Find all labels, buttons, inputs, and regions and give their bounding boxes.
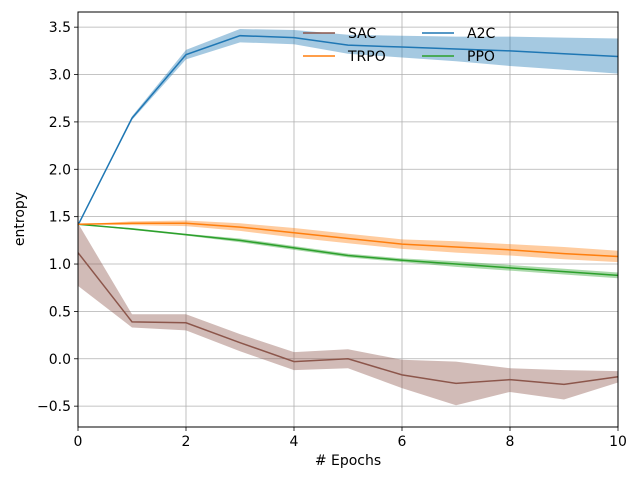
x-tick-label: 10: [609, 434, 627, 450]
trpo-series-line: [77, 222, 619, 258]
ppo-series-line: [77, 223, 619, 277]
ppo-legend-label: PPO: [467, 49, 495, 65]
y-tick-label: 3.5: [49, 20, 71, 36]
x-tick-label: 6: [398, 434, 407, 450]
y-tick-label: 0.5: [49, 304, 71, 320]
sac-legend-label: SAC: [348, 26, 376, 42]
x-axis-label: # Epochs: [315, 453, 381, 469]
sac-series-line: [77, 252, 619, 386]
x-tick-label: 2: [182, 434, 191, 450]
legend-item-ppo: PPO: [422, 49, 495, 65]
trpo-confidence-band: [78, 220, 618, 263]
y-tick-label: 0.0: [49, 352, 71, 368]
y-axis-label: entropy: [12, 192, 28, 246]
legend-item-trpo: TRPO: [303, 49, 386, 65]
y-tick-label: 1.5: [49, 210, 71, 226]
a2c-series-line: [77, 34, 619, 226]
sac-confidence-band: [78, 223, 618, 406]
x-axis-ticks: 0 2 4 6 8 10: [74, 427, 627, 450]
trpo-legend-label: TRPO: [347, 49, 386, 65]
x-tick-label: 8: [506, 434, 515, 450]
legend-item-sac: SAC: [303, 26, 376, 42]
legend-item-a2c: A2C: [422, 26, 495, 42]
x-tick-label: 4: [290, 434, 299, 450]
y-tick-label: 2.5: [49, 115, 71, 131]
y-tick-label: 3.0: [49, 68, 71, 84]
series-lines: [77, 34, 619, 386]
y-axis-ticks: −0.5 0.0 0.5 1.0 1.5 2.0 2.5 3.0 3.5: [37, 20, 78, 415]
y-tick-label: −0.5: [37, 399, 71, 415]
legend: SAC TRPO A2C PPO: [303, 26, 495, 65]
y-tick-label: 1.0: [49, 257, 71, 273]
x-tick-label: 0: [74, 434, 83, 450]
y-tick-label: 2.0: [49, 162, 71, 178]
plot-frame: [77, 11, 619, 428]
a2c-legend-label: A2C: [467, 26, 495, 42]
a2c-confidence-band: [78, 29, 618, 226]
